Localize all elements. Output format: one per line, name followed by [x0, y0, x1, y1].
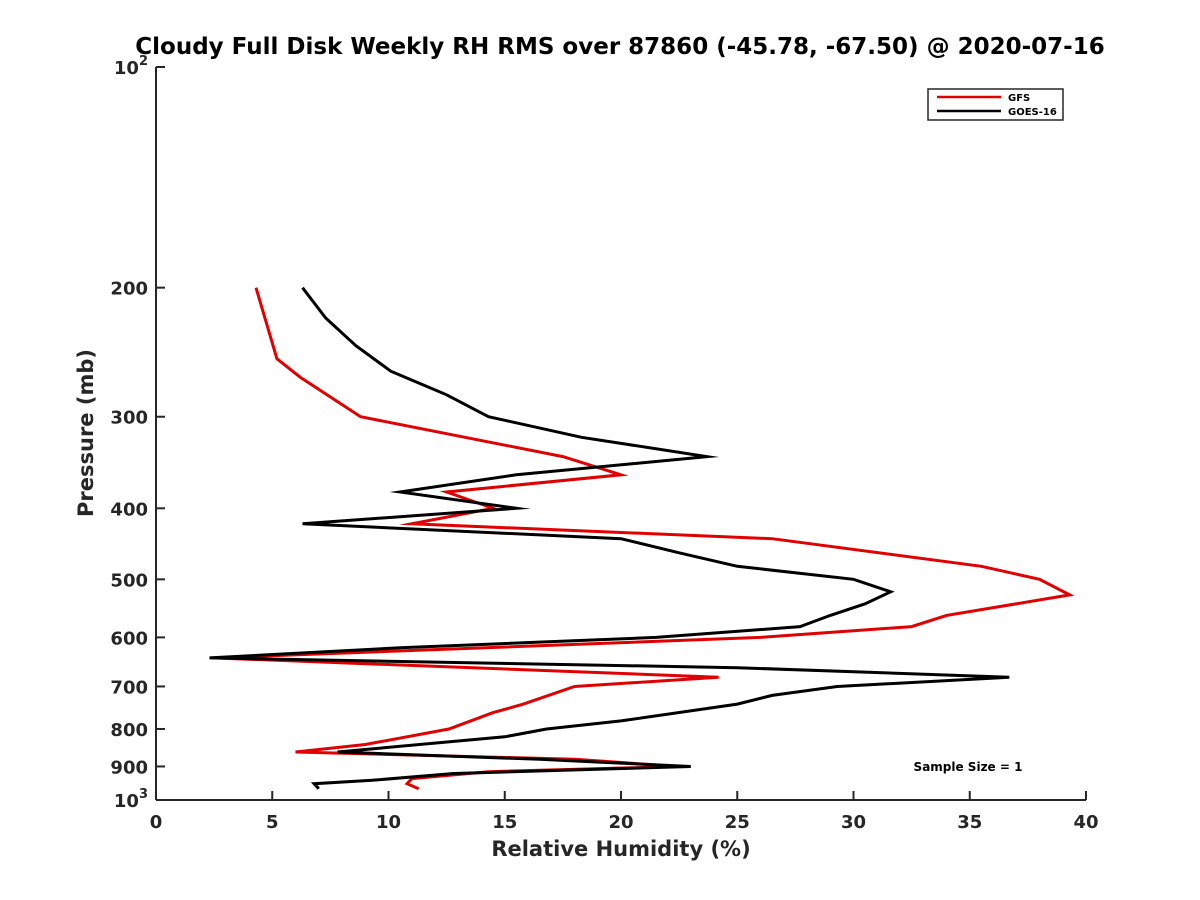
- y-tick-label: 600: [110, 628, 148, 649]
- y-tick-label: 500: [110, 570, 148, 591]
- x-tick-label: 15: [492, 812, 517, 833]
- x-tick-label: 20: [608, 812, 633, 833]
- series-line-goes16: [209, 286, 1010, 790]
- x-tick-label: 10: [376, 812, 401, 833]
- y-tick-label: 700: [110, 677, 148, 698]
- x-axis-label: Relative Humidity (%): [491, 837, 750, 861]
- x-tick-label: 25: [725, 812, 750, 833]
- plot-lines: [209, 286, 1075, 791]
- x-tick-label: 5: [266, 812, 279, 833]
- x-tick-label: 35: [957, 812, 982, 833]
- sample-size-annotation: Sample Size = 1: [914, 760, 1023, 774]
- y-tick-label: 103: [114, 787, 148, 812]
- y-tick-label: 200: [110, 279, 148, 300]
- y-tick-label: 800: [110, 720, 148, 741]
- x-tick-label: 0: [150, 812, 163, 833]
- chart-title: Cloudy Full Disk Weekly RH RMS over 8786…: [135, 34, 1104, 60]
- legend-label-gfs: GFS: [1008, 93, 1030, 104]
- y-tick-label: 102: [114, 54, 148, 79]
- x-tick-label: 40: [1073, 812, 1098, 833]
- legend: GFS GOES-16: [927, 88, 1064, 121]
- y-tick-label: 400: [110, 499, 148, 520]
- legend-label-goes16: GOES-16: [1008, 107, 1057, 118]
- y-tick-label: 900: [110, 757, 148, 778]
- y-ticks: 102 200 300 400 500 600 700 800 900 103: [110, 54, 165, 812]
- series-line-gfs: [214, 287, 1075, 791]
- legend-box: [927, 88, 1064, 121]
- x-tick-label: 30: [841, 812, 866, 833]
- x-ticks: 0 5 10 15 20 25 30 35 40: [150, 791, 1099, 833]
- y-axis-label: Pressure (mb): [74, 349, 98, 517]
- y-tick-label: 300: [110, 408, 148, 429]
